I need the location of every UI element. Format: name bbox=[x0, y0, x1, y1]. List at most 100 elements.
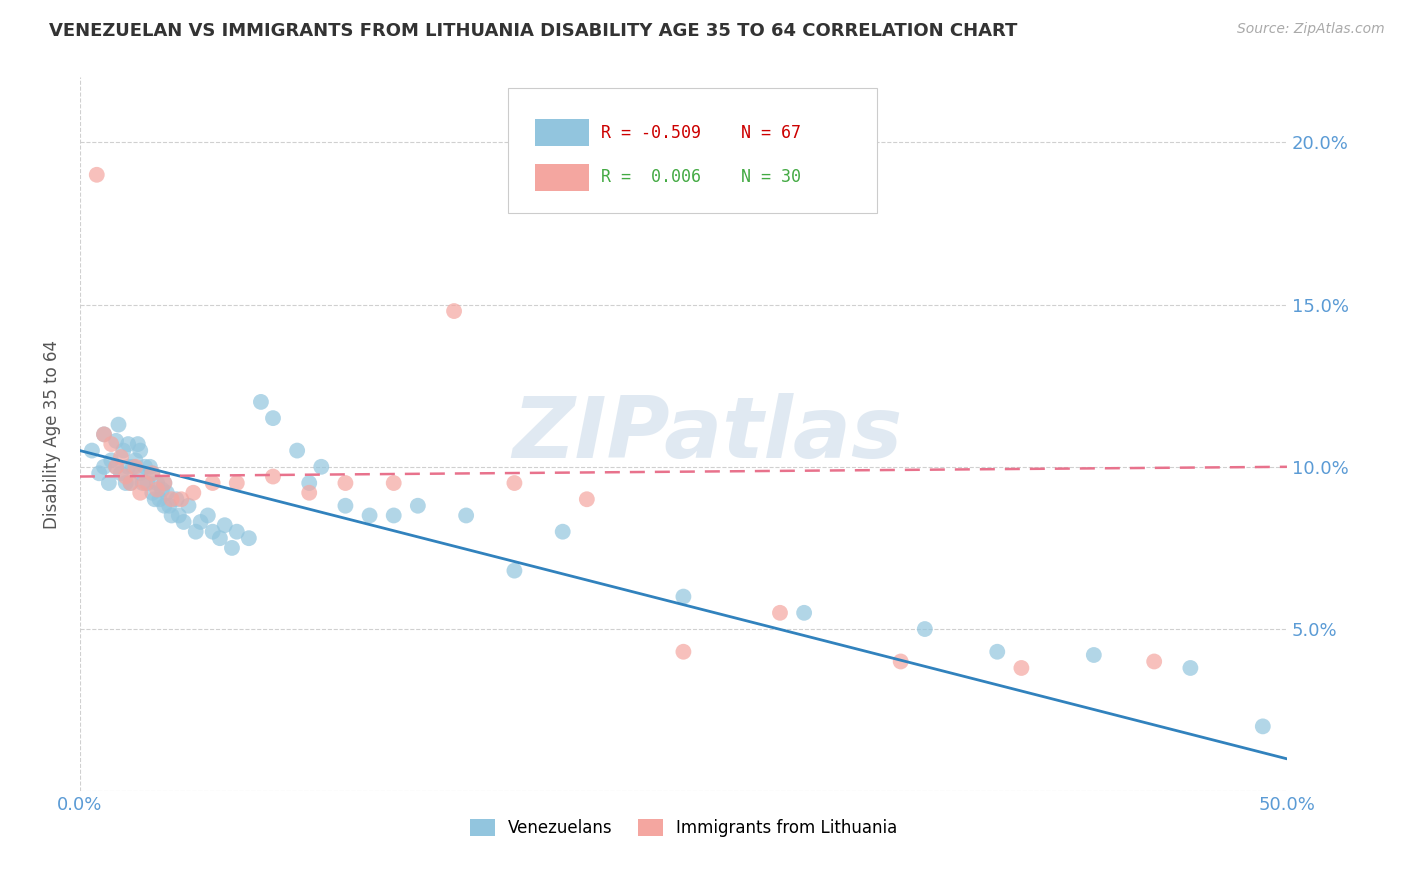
Point bbox=[120, 476, 142, 491]
Point bbox=[131, 476, 153, 491]
Point bbox=[141, 467, 163, 481]
Point bbox=[157, 499, 180, 513]
Legend: Venezuelans, Immigrants from Lithuania: Venezuelans, Immigrants from Lithuania bbox=[463, 812, 904, 844]
Point bbox=[114, 476, 136, 491]
Point bbox=[335, 476, 357, 491]
Point bbox=[153, 499, 176, 513]
Point bbox=[298, 476, 321, 491]
Point bbox=[221, 541, 243, 555]
Point bbox=[139, 459, 162, 474]
Point bbox=[914, 622, 936, 636]
Point bbox=[170, 492, 193, 507]
Point bbox=[120, 476, 142, 491]
Bar bbox=[534, 120, 589, 146]
Point bbox=[146, 476, 169, 491]
Point bbox=[148, 492, 170, 507]
Point bbox=[201, 524, 224, 539]
Point bbox=[105, 459, 128, 474]
Point bbox=[93, 427, 115, 442]
Point bbox=[100, 453, 122, 467]
Point bbox=[89, 467, 111, 481]
Point bbox=[382, 508, 405, 523]
Point bbox=[285, 443, 308, 458]
Text: R = -0.509    N = 67: R = -0.509 N = 67 bbox=[602, 124, 801, 142]
Point bbox=[100, 437, 122, 451]
Point bbox=[97, 476, 120, 491]
Point bbox=[117, 459, 139, 474]
Point bbox=[129, 467, 152, 481]
Point bbox=[167, 508, 190, 523]
Point bbox=[238, 531, 260, 545]
Point bbox=[80, 443, 103, 458]
Point bbox=[1083, 648, 1105, 662]
Point bbox=[117, 437, 139, 451]
Point bbox=[335, 499, 357, 513]
Point bbox=[1251, 719, 1274, 733]
Point bbox=[153, 476, 176, 491]
Point bbox=[769, 606, 792, 620]
Point bbox=[107, 417, 129, 432]
Point bbox=[112, 443, 135, 458]
Point bbox=[793, 606, 815, 620]
Point bbox=[406, 499, 429, 513]
Point bbox=[134, 459, 156, 474]
Bar bbox=[534, 163, 589, 191]
Point bbox=[156, 485, 179, 500]
Text: VENEZUELAN VS IMMIGRANTS FROM LITHUANIA DISABILITY AGE 35 TO 64 CORRELATION CHAR: VENEZUELAN VS IMMIGRANTS FROM LITHUANIA … bbox=[49, 22, 1018, 40]
Point bbox=[298, 485, 321, 500]
Point bbox=[503, 476, 526, 491]
Point bbox=[382, 476, 405, 491]
Point bbox=[184, 524, 207, 539]
Point bbox=[153, 476, 176, 491]
Point bbox=[250, 395, 273, 409]
Point bbox=[201, 476, 224, 491]
Point bbox=[225, 476, 247, 491]
Point bbox=[86, 168, 108, 182]
Point bbox=[134, 476, 156, 491]
Point bbox=[105, 434, 128, 448]
Text: ZIPatlas: ZIPatlas bbox=[512, 392, 903, 475]
Point bbox=[456, 508, 478, 523]
Point bbox=[986, 645, 1008, 659]
Point bbox=[225, 524, 247, 539]
Point bbox=[890, 655, 912, 669]
Point bbox=[124, 453, 146, 467]
Point bbox=[177, 499, 200, 513]
Point bbox=[146, 483, 169, 497]
Point bbox=[214, 518, 236, 533]
Point bbox=[1010, 661, 1032, 675]
Point bbox=[136, 476, 159, 491]
Point bbox=[190, 515, 212, 529]
Point bbox=[141, 485, 163, 500]
Point bbox=[110, 467, 132, 481]
Point bbox=[127, 437, 149, 451]
Point bbox=[1180, 661, 1202, 675]
Point bbox=[105, 459, 128, 474]
Point bbox=[165, 492, 187, 507]
Point bbox=[93, 427, 115, 442]
Point bbox=[160, 508, 183, 523]
Point bbox=[129, 485, 152, 500]
Point bbox=[114, 469, 136, 483]
Point bbox=[208, 531, 231, 545]
FancyBboxPatch shape bbox=[509, 88, 876, 213]
Point bbox=[160, 492, 183, 507]
Point bbox=[262, 411, 284, 425]
Point bbox=[141, 467, 163, 481]
Point bbox=[1143, 655, 1166, 669]
Point bbox=[551, 524, 574, 539]
Point bbox=[122, 459, 145, 474]
Point bbox=[311, 459, 333, 474]
Point bbox=[93, 459, 115, 474]
Point bbox=[359, 508, 381, 523]
Point bbox=[672, 645, 695, 659]
Point bbox=[124, 459, 146, 474]
Point bbox=[110, 450, 132, 464]
Point bbox=[129, 443, 152, 458]
Point bbox=[443, 304, 465, 318]
Point bbox=[197, 508, 219, 523]
Text: Source: ZipAtlas.com: Source: ZipAtlas.com bbox=[1237, 22, 1385, 37]
Y-axis label: Disability Age 35 to 64: Disability Age 35 to 64 bbox=[44, 340, 60, 529]
Point bbox=[672, 590, 695, 604]
Text: R =  0.006    N = 30: R = 0.006 N = 30 bbox=[602, 168, 801, 186]
